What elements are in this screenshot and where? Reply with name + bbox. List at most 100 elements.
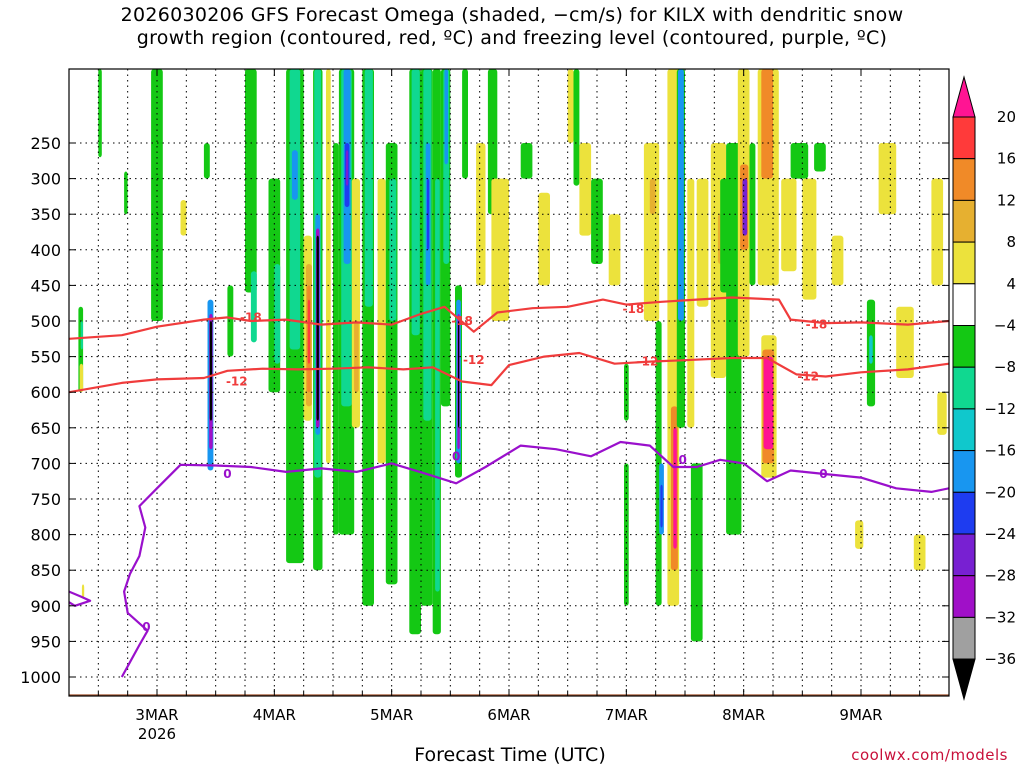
y-tick-label: 500 [30, 312, 61, 331]
omega-cell [913, 534, 926, 571]
omega-cell [203, 143, 210, 179]
omega-cell [855, 520, 864, 549]
colorbar-label: 4 [1006, 275, 1016, 293]
omega-cell [364, 69, 373, 307]
omega-cell [763, 356, 773, 450]
colorbar-label: −32 [984, 608, 1016, 626]
omega-cell [80, 321, 83, 350]
y-tick-label: 350 [30, 205, 61, 224]
omega-cell [781, 178, 797, 272]
x-tick-label: 9MAR [839, 706, 882, 724]
colorbar-label: −24 [984, 525, 1016, 543]
contour-label: 0 [452, 449, 460, 463]
omega-cell [444, 69, 448, 165]
x-tick-label: 3MAR [135, 706, 178, 724]
y-tick-label: 550 [30, 348, 61, 367]
colorbar-band [952, 283, 976, 326]
omega-cell [180, 200, 187, 236]
colorbar-band [952, 575, 976, 618]
omega-cell [742, 178, 748, 236]
contour-label: 0 [819, 467, 827, 481]
y-tick-label: 700 [30, 454, 61, 473]
chart-title-line-1: 2026030206 GFS Forecast Omega (shaded, −… [120, 4, 904, 26]
y-tick-label: 250 [30, 134, 61, 153]
plot-area [69, 69, 949, 696]
x-tick-label: 6MAR [487, 706, 530, 724]
omega-cell [462, 69, 468, 179]
omega-cell [291, 150, 298, 200]
omega-cell [591, 178, 603, 264]
omega-cell [227, 285, 234, 357]
omega-cell [151, 69, 163, 321]
contour-label: 0 [223, 467, 231, 481]
gridlines [69, 69, 949, 696]
y-tick-label: 450 [30, 276, 61, 295]
omega-cell [491, 178, 509, 321]
colorbar-label: 20 [997, 108, 1016, 126]
omega-cell [411, 69, 420, 336]
y-tick-label: 800 [30, 526, 61, 545]
y-tick-label: 1000 [20, 668, 61, 687]
y-tick-label: 650 [30, 419, 61, 438]
contour-label: 0 [678, 453, 686, 467]
colorbar-overflow-high [952, 75, 976, 118]
omega-cell [345, 150, 349, 186]
contour-line [69, 590, 92, 607]
contour-line [69, 296, 949, 340]
contour-label: -18 [806, 318, 828, 332]
contour-label: -18 [451, 314, 473, 328]
omega-cell [426, 178, 430, 250]
contour-layer: -18 -18 -18 -18 -12 -12 -12 -12 0 0 0 0 0 [69, 296, 949, 678]
omega-cell [687, 178, 695, 428]
omega-cell [643, 143, 660, 321]
omega-cell [250, 271, 257, 343]
y-tick-label: 750 [30, 490, 61, 509]
y-tick-label: 950 [30, 632, 61, 651]
omega-cell [814, 143, 826, 172]
contour-line [120, 440, 949, 678]
x-tick-label: 8MAR [722, 706, 765, 724]
colorbar-label: −36 [984, 650, 1016, 668]
x-tick-label: 7MAR [605, 706, 648, 724]
omega-cell [435, 178, 440, 592]
omega-cell [307, 299, 311, 364]
contour-label: -18 [240, 310, 262, 324]
omega-cell [326, 69, 331, 464]
colorbar-label: −16 [984, 442, 1016, 460]
x-tick-label: 4MAR [253, 706, 296, 724]
omega-cell [98, 69, 102, 158]
x-tick-label: 5MAR [370, 706, 413, 724]
colorbar-label: −12 [984, 400, 1016, 418]
omega-cell [802, 178, 817, 300]
colorbar-band [952, 241, 976, 285]
omega-cell [790, 143, 809, 179]
omega-cell [209, 321, 213, 421]
colorbar-overflow-low [952, 658, 976, 701]
omega-cell [458, 321, 460, 428]
omega-cell [79, 363, 84, 393]
omega-cell [245, 69, 257, 293]
contour-label: -12 [463, 353, 485, 367]
contour-label: 0 [142, 620, 150, 634]
chart-title-line-2: growth region (contoured, red, ºC) and f… [136, 27, 888, 49]
colorbar-label: −4 [994, 317, 1016, 335]
omega-cell [937, 392, 947, 435]
omega-cell [567, 69, 574, 143]
contour-label: -12 [226, 375, 248, 389]
colorbar-band [952, 366, 976, 410]
axes: 250 300 350 400 450 500 550 600 650 700 750 800 850 9… [20, 69, 949, 743]
colorbar-band [952, 533, 976, 577]
y-tick-label: 600 [30, 383, 61, 402]
omega-cell [896, 306, 914, 378]
omega-cell [377, 178, 386, 464]
omega-cell [289, 69, 301, 350]
colorbar-band [952, 116, 976, 160]
omega-cell [931, 178, 944, 286]
omega-cell [673, 427, 677, 549]
contour-line [69, 351, 949, 394]
colorbar-band [952, 616, 976, 660]
contour-label: -12 [637, 355, 659, 369]
y-tick-label: 400 [30, 241, 61, 260]
omega-cell [316, 235, 319, 421]
